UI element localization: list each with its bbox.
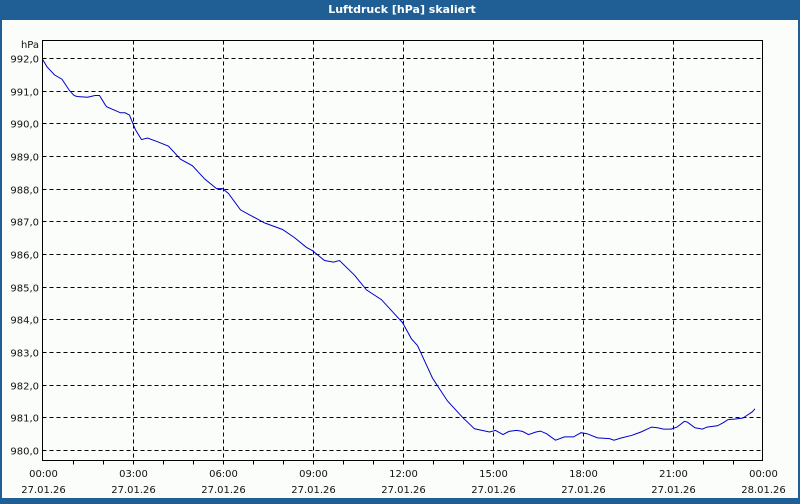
y-tick-label: 983,0 — [10, 349, 39, 360]
y-tick-label: 991,0 — [10, 88, 39, 99]
x-tick-date-label: 27.01.26 — [561, 485, 606, 496]
y-tick-label: 984,0 — [10, 316, 39, 327]
chart-area: 980,0 981,0 982,0 983,0 984,0 985,0 986,0 987,0… — [2, 20, 800, 500]
y-tick-label: 990,0 — [10, 120, 39, 131]
x-tick-time-label: 03:00 — [119, 469, 148, 480]
plot-frame — [42, 40, 763, 461]
y-tick-label: 980,0 — [10, 447, 39, 458]
x-tick-time-label: 12:00 — [389, 469, 418, 480]
x-axis-labels: 00:00 27.01.26 03:00 27.01.26 06:00 27.01.26 0… — [21, 469, 786, 496]
y-tick-label: 981,0 — [10, 414, 39, 425]
y-tick-label: 982,0 — [10, 382, 39, 393]
y-tick-label: 988,0 — [10, 186, 39, 197]
x-tick-time-label: 09:00 — [299, 469, 328, 480]
x-tick-date-label: 27.01.26 — [651, 485, 696, 496]
x-tick-date-label: 27.01.26 — [471, 485, 516, 496]
pressure-series-line — [42, 59, 756, 441]
y-tick-label: 987,0 — [10, 218, 39, 229]
x-axis-ticks — [73, 460, 734, 465]
x-tick-date-label: 28.01.26 — [741, 485, 786, 496]
y-tick-label: 992,0 — [10, 55, 39, 66]
y-axis-labels: 980,0 981,0 982,0 983,0 984,0 985,0 986,0 987,0… — [10, 55, 39, 458]
x-tick-time-label: 21:00 — [659, 469, 688, 480]
y-tick-label: 986,0 — [10, 251, 39, 262]
x-tick-time-label: 00:00 — [29, 469, 58, 480]
x-tick-time-label: 00:00 — [749, 469, 778, 480]
chart-title: Luftdruck [hPa] skaliert — [2, 0, 800, 20]
y-tick-label: 989,0 — [10, 153, 39, 164]
x-tick-time-label: 06:00 — [209, 469, 238, 480]
pressure-line-chart: 980,0 981,0 982,0 983,0 984,0 985,0 986,0 987,0… — [10, 40, 786, 496]
x-tick-date-label: 27.01.26 — [21, 485, 66, 496]
x-tick-date-label: 27.01.26 — [291, 485, 336, 496]
grid-lines — [42, 40, 763, 461]
x-tick-date-label: 27.01.26 — [201, 485, 246, 496]
y-tick-label: 985,0 — [10, 284, 39, 295]
x-tick-date-label: 27.01.26 — [381, 485, 426, 496]
y-axis-unit-label: hPa — [21, 40, 39, 51]
x-tick-time-label: 18:00 — [569, 469, 598, 480]
x-tick-time-label: 15:00 — [479, 469, 508, 480]
x-tick-date-label: 27.01.26 — [111, 485, 156, 496]
